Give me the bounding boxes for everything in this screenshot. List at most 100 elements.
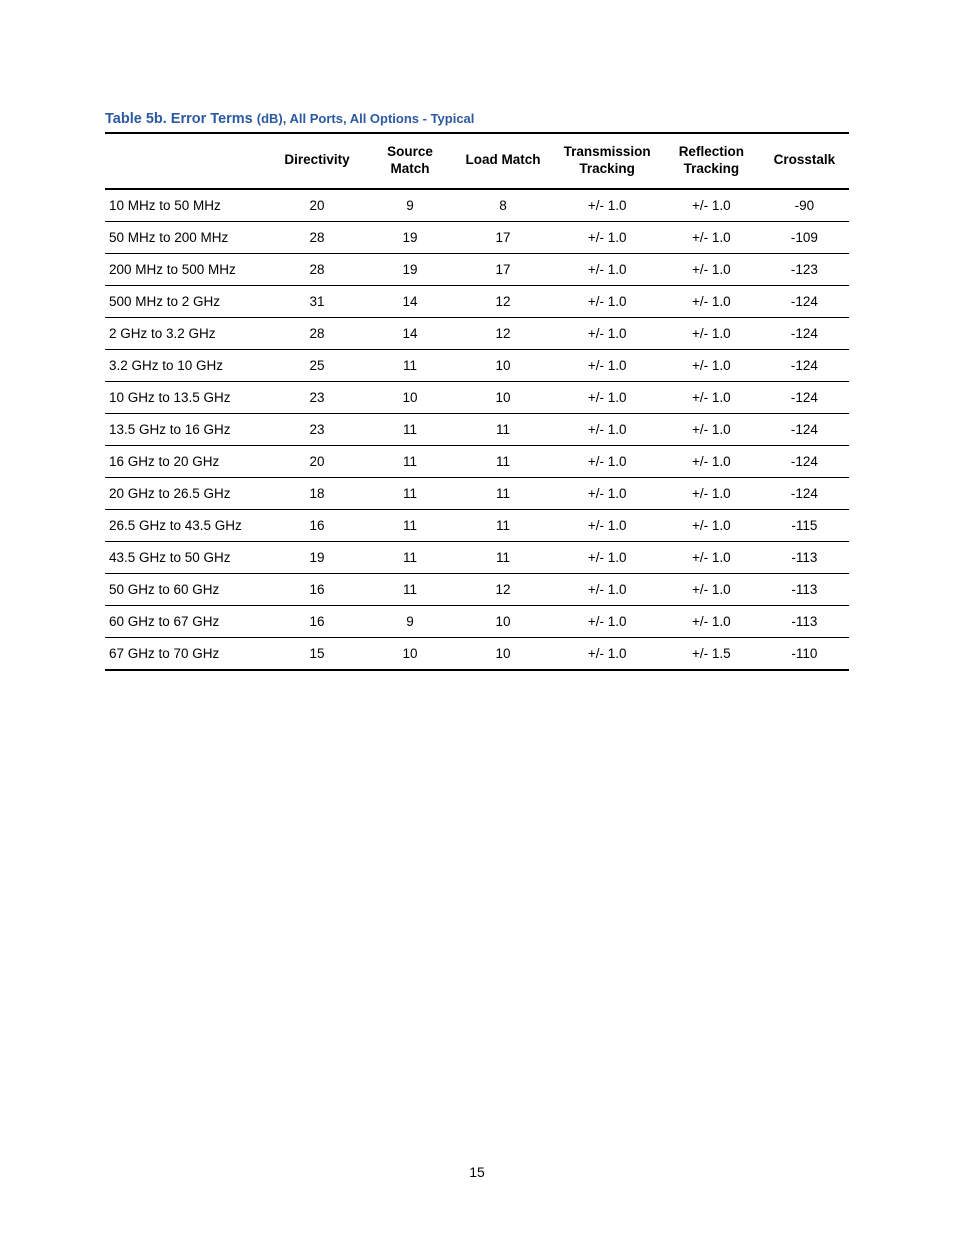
table-cell: 12	[455, 317, 552, 349]
table-cell: 11	[455, 477, 552, 509]
page-number: 15	[0, 1164, 954, 1180]
table-cell: +/- 1.0	[663, 509, 760, 541]
col-header-crosstalk: Crosstalk	[760, 133, 849, 189]
col-header-trans-tracking: TransmissionTracking	[551, 133, 663, 189]
title-regular-part: (dB), All Ports, All Options - Typical	[257, 111, 475, 126]
table-cell: 19	[365, 221, 454, 253]
table-header-row: Directivity SourceMatch Load Match Trans…	[105, 133, 849, 189]
table-cell: 2 GHz to 3.2 GHz	[105, 317, 269, 349]
table-cell: 20	[269, 445, 366, 477]
table-row: 2 GHz to 3.2 GHz281412+/- 1.0+/- 1.0-124	[105, 317, 849, 349]
table-cell: -124	[760, 445, 849, 477]
table-cell: +/- 1.0	[663, 573, 760, 605]
table-cell: 11	[365, 573, 454, 605]
table-row: 3.2 GHz to 10 GHz251110+/- 1.0+/- 1.0-12…	[105, 349, 849, 381]
table-cell: +/- 1.0	[551, 573, 663, 605]
table-cell: +/- 1.0	[663, 317, 760, 349]
table-cell: 23	[269, 381, 366, 413]
table-cell: +/- 1.0	[663, 413, 760, 445]
table-row: 16 GHz to 20 GHz201111+/- 1.0+/- 1.0-124	[105, 445, 849, 477]
table-cell: 500 MHz to 2 GHz	[105, 285, 269, 317]
table-cell: +/- 1.0	[663, 221, 760, 253]
table-cell: +/- 1.0	[663, 189, 760, 222]
table-row: 50 MHz to 200 MHz281917+/- 1.0+/- 1.0-10…	[105, 221, 849, 253]
table-cell: 9	[365, 605, 454, 637]
table-cell: 10 GHz to 13.5 GHz	[105, 381, 269, 413]
table-cell: 10	[455, 381, 552, 413]
table-cell: 25	[269, 349, 366, 381]
table-cell: -90	[760, 189, 849, 222]
table-cell: +/- 1.5	[663, 637, 760, 670]
table-cell: +/- 1.0	[551, 253, 663, 285]
table-cell: -124	[760, 381, 849, 413]
table-cell: 67 GHz to 70 GHz	[105, 637, 269, 670]
table-cell: 16 GHz to 20 GHz	[105, 445, 269, 477]
table-cell: +/- 1.0	[663, 381, 760, 413]
table-cell: +/- 1.0	[663, 541, 760, 573]
table-row: 50 GHz to 60 GHz161112+/- 1.0+/- 1.0-113	[105, 573, 849, 605]
table-row: 10 GHz to 13.5 GHz231010+/- 1.0+/- 1.0-1…	[105, 381, 849, 413]
table-cell: 11	[365, 413, 454, 445]
table-cell: -110	[760, 637, 849, 670]
table-cell: 10	[455, 349, 552, 381]
table-cell: +/- 1.0	[551, 637, 663, 670]
col-header-directivity: Directivity	[269, 133, 366, 189]
table-cell: 11	[455, 413, 552, 445]
table-row: 13.5 GHz to 16 GHz231111+/- 1.0+/- 1.0-1…	[105, 413, 849, 445]
table-cell: 28	[269, 317, 366, 349]
table-cell: 50 GHz to 60 GHz	[105, 573, 269, 605]
table-title: Table 5b. Error Terms (dB), All Ports, A…	[105, 110, 849, 128]
table-cell: 60 GHz to 67 GHz	[105, 605, 269, 637]
title-bold-part: Table 5b. Error Terms	[105, 111, 257, 127]
table-cell: +/- 1.0	[663, 253, 760, 285]
table-cell: 11	[365, 477, 454, 509]
table-cell: 12	[455, 573, 552, 605]
table-cell: +/- 1.0	[551, 381, 663, 413]
table-cell: +/- 1.0	[551, 605, 663, 637]
table-cell: -124	[760, 477, 849, 509]
table-cell: +/- 1.0	[551, 221, 663, 253]
table-cell: +/- 1.0	[663, 477, 760, 509]
table-cell: 11	[365, 541, 454, 573]
table-cell: 10	[455, 637, 552, 670]
table-cell: 3.2 GHz to 10 GHz	[105, 349, 269, 381]
table-cell: +/- 1.0	[663, 445, 760, 477]
table-row: 200 MHz to 500 MHz281917+/- 1.0+/- 1.0-1…	[105, 253, 849, 285]
table-cell: 12	[455, 285, 552, 317]
col-header-source-match: SourceMatch	[365, 133, 454, 189]
table-cell: 11	[365, 509, 454, 541]
table-cell: +/- 1.0	[663, 349, 760, 381]
table-cell: 28	[269, 221, 366, 253]
table-cell: 15	[269, 637, 366, 670]
table-cell: 200 MHz to 500 MHz	[105, 253, 269, 285]
table-cell: 43.5 GHz to 50 GHz	[105, 541, 269, 573]
table-cell: -124	[760, 285, 849, 317]
table-cell: 23	[269, 413, 366, 445]
table-cell: +/- 1.0	[551, 445, 663, 477]
table-cell: 31	[269, 285, 366, 317]
table-cell: +/- 1.0	[551, 509, 663, 541]
table-cell: 26.5 GHz to 43.5 GHz	[105, 509, 269, 541]
table-cell: -124	[760, 413, 849, 445]
table-cell: 19	[269, 541, 366, 573]
table-cell: +/- 1.0	[551, 317, 663, 349]
table-cell: 11	[455, 509, 552, 541]
table-cell: 11	[455, 445, 552, 477]
table-cell: -113	[760, 573, 849, 605]
table-cell: 50 MHz to 200 MHz	[105, 221, 269, 253]
table-cell: 11	[455, 541, 552, 573]
table-cell: +/- 1.0	[551, 189, 663, 222]
table-row: 20 GHz to 26.5 GHz181111+/- 1.0+/- 1.0-1…	[105, 477, 849, 509]
table-cell: 14	[365, 285, 454, 317]
table-cell: +/- 1.0	[551, 541, 663, 573]
table-cell: 11	[365, 349, 454, 381]
table-cell: -123	[760, 253, 849, 285]
table-cell: 18	[269, 477, 366, 509]
table-cell: +/- 1.0	[551, 349, 663, 381]
table-cell: 10 MHz to 50 MHz	[105, 189, 269, 222]
table-cell: -115	[760, 509, 849, 541]
table-cell: 17	[455, 253, 552, 285]
table-cell: 16	[269, 509, 366, 541]
table-cell: 9	[365, 189, 454, 222]
col-header-load-match: Load Match	[455, 133, 552, 189]
